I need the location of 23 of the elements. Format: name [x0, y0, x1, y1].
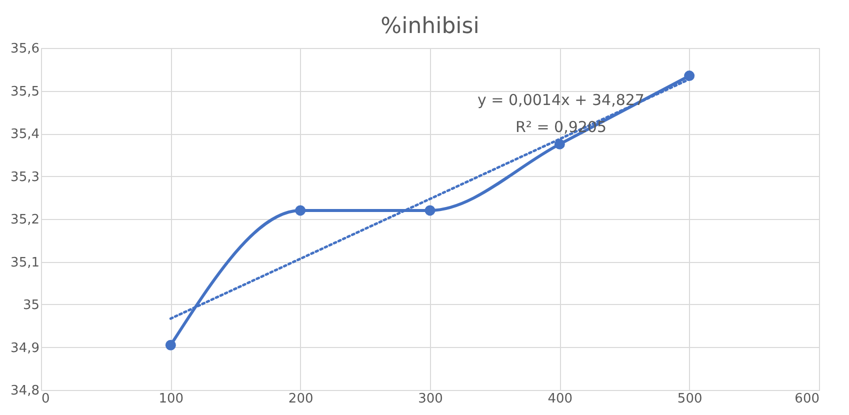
- y-tick-label: 35,1: [10, 255, 40, 270]
- x-tick-label: 100: [158, 392, 184, 406]
- x-tick-label: 0: [42, 392, 50, 406]
- x-tick-label: 300: [418, 392, 443, 406]
- point: [424, 205, 436, 216]
- x-tick-label: 400: [548, 392, 573, 406]
- point: [684, 70, 695, 82]
- point: [295, 205, 306, 216]
- annotation: y = 0,0014x + 34,827: [478, 91, 644, 109]
- y-tick-label: 35,2: [10, 212, 40, 228]
- y-tick-label: 35: [22, 298, 40, 313]
- y-tick-label: 35,5: [10, 84, 40, 100]
- point: [165, 340, 176, 350]
- y-tick-label: 35,6: [10, 42, 40, 56]
- point: [554, 138, 565, 150]
- y-tick-label: 35,3: [10, 170, 40, 185]
- y-tick-label: 34,8: [10, 384, 40, 398]
- x-tick-label: 500: [677, 392, 702, 406]
- y-tick-label: 35,4: [10, 127, 40, 142]
- x-tick-label: 600: [794, 392, 820, 406]
- chart-title: %inhibisi: [380, 14, 480, 39]
- x-tick-label: 200: [288, 392, 314, 406]
- y-tick-label: 34,9: [10, 340, 40, 356]
